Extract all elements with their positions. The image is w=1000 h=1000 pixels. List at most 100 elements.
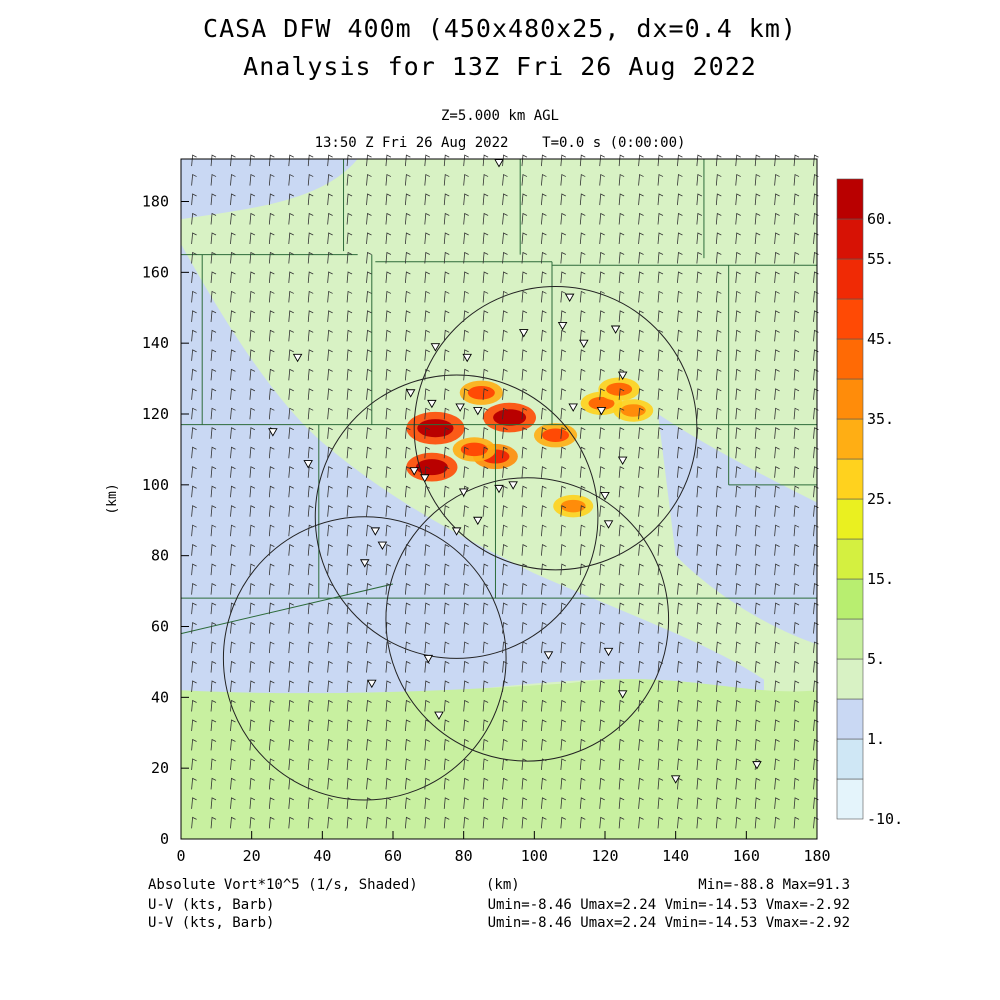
wind-barb [754, 777, 761, 790]
wind-barb [346, 232, 353, 245]
wind-barb [191, 505, 197, 517]
wind-barb [268, 407, 275, 420]
wind-barb [521, 719, 528, 732]
wind-barb [618, 407, 625, 420]
wind-barb [307, 388, 314, 400]
wind-barb [696, 407, 703, 420]
colorbar-swatch-4 [836, 618, 864, 660]
wind-barb [579, 349, 586, 361]
wind-barb [521, 758, 528, 770]
wind-barb [230, 680, 236, 693]
wind-barb [463, 797, 469, 809]
wind-barb [366, 154, 372, 167]
wind-barb [404, 602, 411, 615]
wind-barb [210, 154, 217, 167]
wind-barb [541, 310, 547, 322]
station-21 [494, 484, 504, 494]
wind-barb [677, 310, 683, 322]
wind-barb [327, 758, 333, 770]
wind-barb [210, 660, 217, 673]
wind-barb [560, 699, 567, 712]
wind-barb [230, 660, 236, 673]
wind-barb [638, 251, 644, 264]
wind-barb [346, 193, 353, 206]
wind-barb [696, 738, 703, 751]
wind-barb [385, 583, 392, 595]
wind-barb [618, 212, 625, 225]
wind-barb [288, 271, 294, 283]
wind-barb [482, 427, 489, 439]
wind-barb [638, 271, 644, 283]
wind-barb [307, 699, 314, 712]
wind-barb [385, 738, 392, 751]
wind-barb [191, 680, 197, 693]
wind-barb [230, 563, 236, 576]
min-max-label: Min=-88.8 Max=91.3 [698, 877, 850, 893]
wind-barb [521, 738, 528, 751]
wind-barb [424, 505, 430, 517]
y-axis-label: (km) [105, 483, 120, 514]
wind-barb [502, 505, 508, 517]
wind-barb [210, 212, 217, 225]
x-tick-label: 60 [384, 847, 402, 865]
wind-barb [793, 738, 800, 751]
wind-barb [715, 719, 722, 732]
wind-barb [754, 816, 761, 829]
vorticity-core-2 [415, 459, 448, 476]
wind-barb [657, 232, 664, 245]
wind-barb [618, 602, 625, 615]
wind-barb [677, 427, 683, 439]
wind-barb [307, 349, 314, 361]
wind-barb [210, 621, 217, 634]
vorticity-core-0 [417, 419, 454, 438]
wind-barb [599, 680, 605, 693]
wind-barb [618, 797, 625, 809]
wind-barb [482, 310, 489, 322]
wind-barb [793, 524, 800, 537]
station-33 [434, 711, 444, 720]
wind-barb [521, 583, 528, 595]
wind-barb [424, 368, 430, 381]
wind-barb [268, 758, 275, 770]
wind-barb [696, 485, 703, 498]
x-tick-label: 80 [455, 847, 473, 865]
wind-barb [579, 660, 586, 673]
wind-barb [230, 738, 236, 751]
wind-barb [230, 758, 236, 770]
wind-barb [638, 602, 644, 615]
wind-barb [677, 368, 683, 381]
wind-barb [735, 524, 741, 537]
wind-barb [404, 329, 411, 342]
wind-barb [268, 173, 275, 186]
wind-barb [638, 758, 644, 770]
wind-barb [677, 738, 683, 751]
wind-barb [288, 427, 294, 439]
wind-barb [560, 154, 567, 167]
wind-barb [327, 349, 333, 361]
wind-barb [346, 680, 353, 693]
wind-barb [288, 329, 294, 342]
wind-barb [793, 193, 800, 206]
wind-barb [618, 816, 625, 829]
wind-barb [443, 680, 450, 693]
wind-barb [230, 388, 236, 400]
wind-barb [327, 797, 333, 809]
wind-barb [424, 699, 430, 712]
wind-barb [696, 388, 703, 400]
wind-barb [191, 544, 197, 556]
wind-barb [327, 446, 333, 459]
wind-barb [249, 621, 256, 634]
wind-barb [288, 602, 294, 615]
wind-barb [618, 193, 625, 206]
wind-barb [793, 212, 800, 225]
wind-barb [579, 427, 586, 439]
wind-barb [249, 505, 256, 517]
wind-barb [715, 583, 722, 595]
wind-barb [521, 407, 528, 420]
wind-barb [288, 583, 294, 595]
wind-barb [268, 583, 275, 595]
wind-barb [638, 777, 644, 790]
wind-barb [482, 290, 489, 303]
x-tick-label: 120 [591, 847, 618, 865]
wind-barb [541, 212, 547, 225]
